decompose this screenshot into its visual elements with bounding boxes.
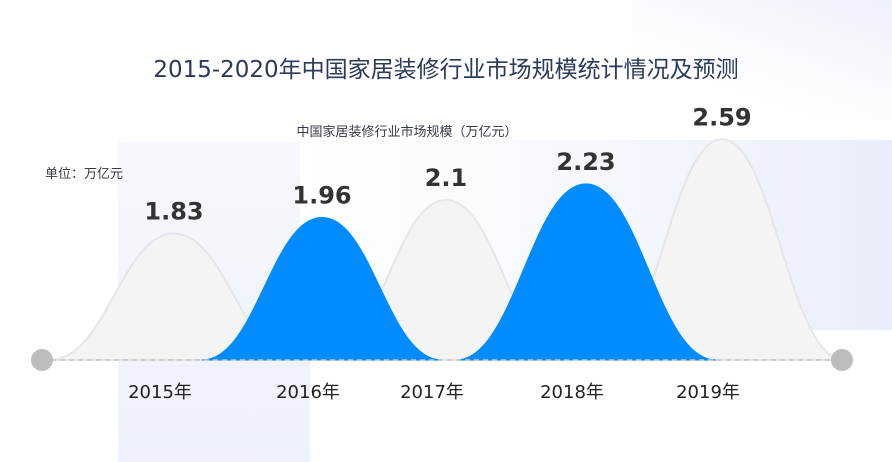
category-label: 2017年	[400, 382, 464, 403]
page-title: 2015-2020年中国家居装修行业市场规模统计情况及预测	[153, 57, 739, 83]
background-decoration-top	[632, 0, 892, 120]
baseline-end-dot	[831, 349, 853, 371]
value-label: 2.23	[556, 148, 615, 176]
category-label: 2018年	[540, 382, 604, 403]
category-label: 2015年	[128, 382, 192, 403]
value-label: 1.96	[292, 181, 351, 209]
value-label: 2.1	[425, 164, 468, 192]
peak-2018年	[455, 183, 717, 361]
value-label: 1.83	[144, 198, 203, 226]
value-label: 2.59	[692, 103, 751, 131]
chart-subtitle: 中国家居装修行业市场规模（万亿元）	[296, 125, 518, 140]
category-label: 2019年	[676, 382, 740, 403]
baseline-start-dot	[31, 349, 53, 371]
category-label: 2016年	[276, 382, 340, 403]
peak-2016年	[201, 216, 443, 361]
unit-label: 单位：万亿元	[45, 167, 124, 182]
